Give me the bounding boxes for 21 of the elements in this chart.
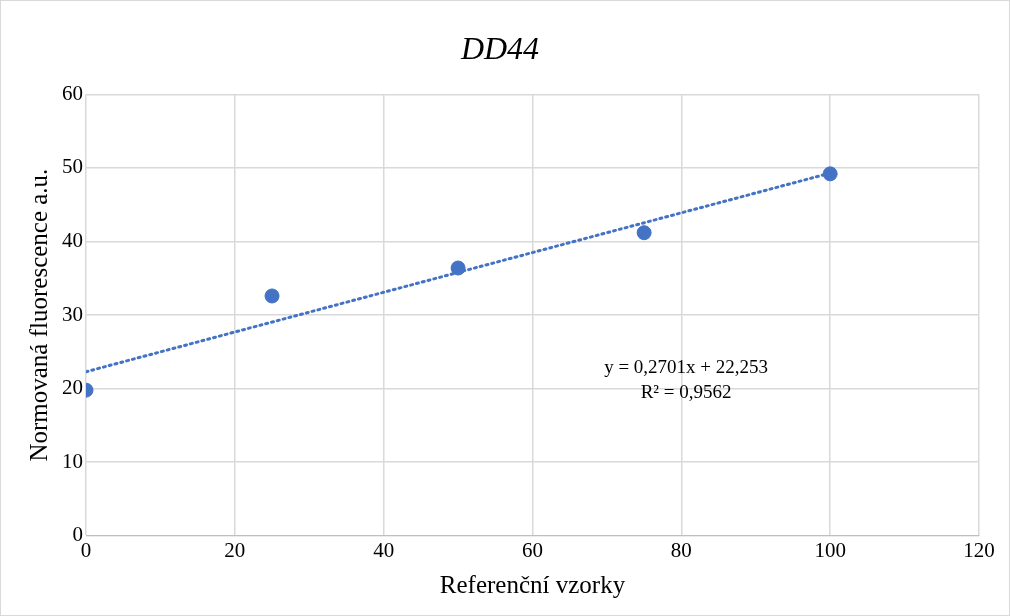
y-axis-title: Normovaná fluorescence a.u. [24,168,52,462]
point [822,166,838,182]
x-tick-label: 120 [963,537,995,562]
point [636,225,652,241]
chart-title: DD44 [459,29,540,66]
x-tick-label: 40 [373,537,395,562]
y-tick-label: 60 [62,80,83,105]
x-tick-label: 20 [224,537,246,562]
y-tick-label: 30 [62,301,83,326]
annotation: R² = 0,9562 [640,381,732,403]
y-tick-label: 10 [62,448,83,473]
point [450,260,466,276]
x-axis-title: Referenční vzorky [439,570,626,598]
x-tick-label: 60 [522,537,543,562]
y-tick-label: 40 [62,228,83,253]
annotation: y = 0,2701x + 22,253 [604,356,769,378]
x-tick-label: 100 [814,537,846,562]
y-tick-label: 20 [62,375,83,400]
x-tick-label: 80 [670,537,692,562]
point [264,288,280,304]
y-tick-label: 50 [62,154,83,179]
